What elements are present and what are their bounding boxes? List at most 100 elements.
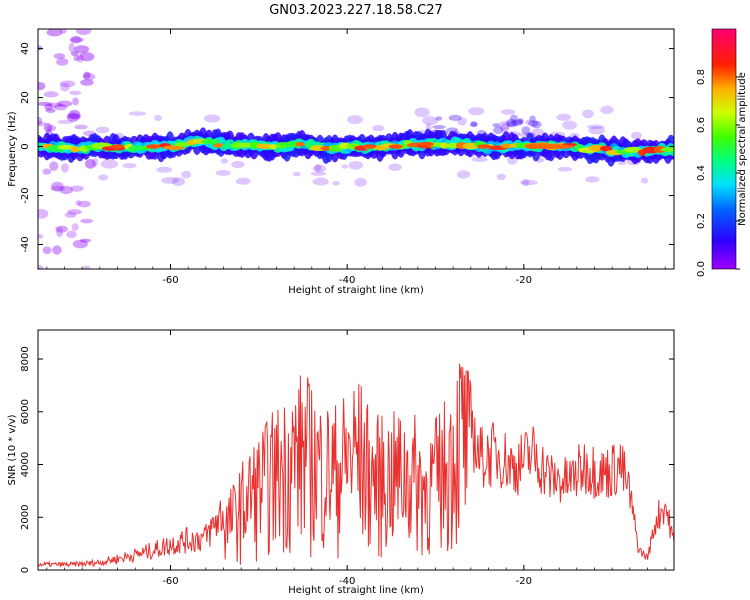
spectrogram-cell <box>83 71 91 79</box>
spectrogram-cell <box>52 245 62 255</box>
spectrogram-cell <box>506 155 518 165</box>
spectrogram-cell <box>38 265 44 269</box>
spectrogram-cell <box>79 238 91 243</box>
spectrogram-cell <box>624 146 642 153</box>
spectrogram-cell <box>238 142 254 148</box>
spectrogram-cell <box>312 164 327 173</box>
spectrogram-cell <box>59 185 73 195</box>
spectrogram-cell <box>531 120 542 129</box>
spectrogram-cell <box>51 181 64 192</box>
spectrogram-cell <box>468 107 485 116</box>
y-tick-label: 2000 <box>20 505 31 530</box>
spectrogram-cell <box>500 123 510 133</box>
y-tick-label: 4000 <box>20 452 31 477</box>
spectrogram-cell <box>332 180 340 186</box>
spectrogram-cell <box>72 239 88 249</box>
spectrogram-cell <box>83 265 91 269</box>
spectrogram-cell <box>84 158 96 169</box>
y-tick-label: 20 <box>20 91 31 104</box>
y-tick-label: 8000 <box>20 346 31 371</box>
spectrogram-cell <box>122 163 137 169</box>
spectrogram-cell <box>80 218 93 224</box>
spectrogram-cell <box>314 163 322 172</box>
spectrogram-cell <box>521 126 531 135</box>
spectrogram-cell <box>212 143 226 148</box>
spectrogram-cell <box>70 50 79 57</box>
spectrogram-cell <box>493 126 504 134</box>
spectrogram-cell <box>448 114 462 121</box>
spectrogram-cell <box>69 90 82 96</box>
spectrogram-cell <box>55 225 68 233</box>
spectrogram-cell <box>53 104 68 111</box>
chart-title: GN03.2023.227.18.58.C27 <box>269 3 443 18</box>
spectrogram-cell <box>419 141 434 147</box>
spectrogram-cell <box>43 122 53 133</box>
spectrogram-cell <box>56 227 63 238</box>
spectrogram-cell <box>660 147 674 152</box>
spectrogram-cell <box>599 145 613 152</box>
spectrogram-cell <box>617 160 627 166</box>
spectrogram-cell <box>517 118 524 125</box>
spectrogram-cell <box>477 144 492 149</box>
spectrogram-cell <box>67 209 82 215</box>
spectrogram-cell <box>67 113 82 120</box>
spectrogram-cell <box>74 45 90 54</box>
spectrogram-cell <box>509 114 518 123</box>
spectrogram-cell <box>38 234 44 239</box>
spectrogram-cell <box>74 124 88 130</box>
spectrogram-cell <box>38 208 49 219</box>
spectrogram-cell <box>57 100 73 107</box>
spectrogram-cell <box>432 125 446 130</box>
spectrogram-cell <box>562 120 577 130</box>
spectrogram-cell <box>38 45 43 51</box>
spectrogram-cell <box>61 163 69 173</box>
spectrogram-frame <box>37 28 675 270</box>
spectrogram-y-ticks: 40 20 0 -20 -40 <box>20 42 674 253</box>
spectrogram-cell <box>161 177 180 184</box>
spectrogram-cell <box>98 174 109 181</box>
spectrogram-cell <box>439 142 449 149</box>
spectrogram-cell <box>348 160 364 170</box>
spectrogram-cell <box>354 177 367 187</box>
spectrogram-cell <box>79 52 95 62</box>
x-tick-label: -40 <box>339 275 355 286</box>
spectrogram-cell <box>172 177 185 187</box>
spectrogram-cell <box>295 141 305 147</box>
spectrogram-cell <box>45 108 56 113</box>
spectrogram-cell <box>470 120 478 127</box>
spectrogram-cell <box>46 125 57 132</box>
spectrogram-x-axis-label: Height of straight line (km) <box>288 285 424 296</box>
y-tick-label: 40 <box>20 42 31 55</box>
colorbar-frame <box>711 28 737 270</box>
spectrogram-cell <box>60 29 67 34</box>
y-tick-label: -20 <box>20 187 31 203</box>
spectrogram-cell <box>506 120 518 128</box>
spectrogram-cell <box>268 143 278 150</box>
x-tick-label: -60 <box>162 576 178 587</box>
colorbar-gradient <box>712 29 736 269</box>
spectrogram-marks <box>38 29 674 269</box>
spectrogram-cell <box>347 115 364 125</box>
spectrogram-cell <box>256 143 272 149</box>
spectrogram-cell <box>68 109 81 120</box>
spectrogram-cell <box>38 121 47 127</box>
spectrogram-cell <box>456 170 471 179</box>
spectrogram-cell <box>362 144 377 149</box>
y-tick-label: 0 <box>20 143 31 149</box>
spectrogram-cell <box>500 109 516 115</box>
spectrogram-cell <box>529 115 536 123</box>
spectrogram-cell <box>525 119 532 126</box>
spectrogram-cell <box>203 114 221 123</box>
spectrogram-cell <box>43 91 59 98</box>
spectrogram-cell <box>505 118 518 127</box>
spectrogram-cell <box>153 114 162 121</box>
spectrogram-cell <box>435 116 443 121</box>
spectrogram-cell <box>557 166 573 172</box>
spectrogram-cell <box>215 169 231 176</box>
spectrogram-cell <box>70 185 84 192</box>
spectrogram-cell <box>516 118 524 125</box>
spectrogram-cell <box>53 53 66 60</box>
colorbar-tick-label: 0.8 <box>696 69 707 85</box>
spectrogram-cell <box>585 176 600 183</box>
spectrogram-cell <box>68 42 75 53</box>
